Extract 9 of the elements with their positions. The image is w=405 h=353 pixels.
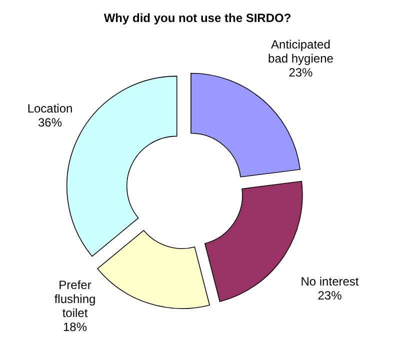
slice-label: No interest (300, 274, 360, 288)
chart-title: Why did you not use the SIRDO? (104, 11, 292, 25)
data-label: 18% (62, 320, 88, 334)
slice-label: Anticipated bad hygiene (268, 38, 334, 66)
slice-label: Location (27, 101, 73, 116)
slice-label: Prefer flushing toilet (54, 278, 96, 320)
data-label: 36% (38, 115, 62, 130)
data-label: 23% (288, 66, 314, 80)
data-label: 23% (318, 288, 342, 302)
